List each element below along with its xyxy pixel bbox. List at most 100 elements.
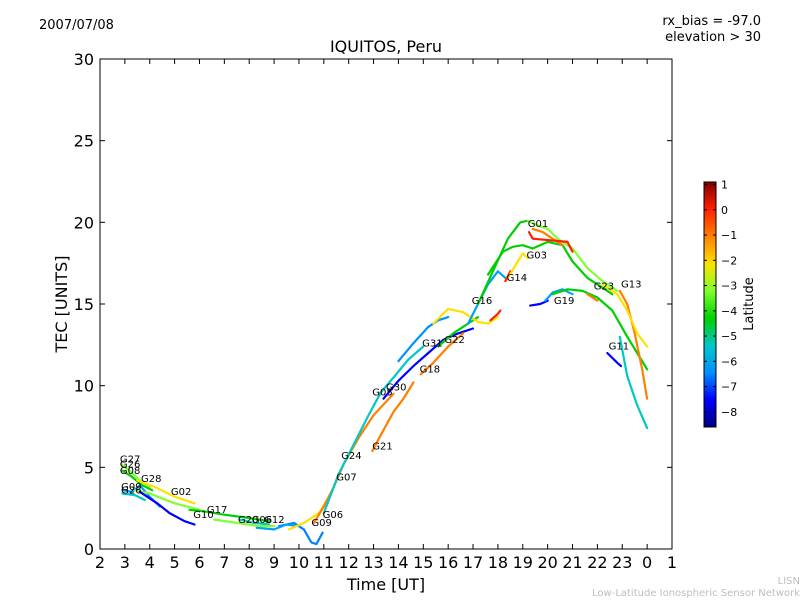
satellite-label-g16: G16 <box>472 296 492 307</box>
satellite-label-g22: G22 <box>444 335 464 346</box>
chart-title: IQUITOS, Peru <box>330 37 442 56</box>
series-g23b <box>586 293 599 302</box>
colorbar-tick-label: 1 <box>721 179 728 192</box>
series-g31 <box>397 316 450 363</box>
y-tick-label: 30 <box>74 50 94 69</box>
series-g30 <box>382 327 475 400</box>
y-tick-label: 25 <box>74 132 94 151</box>
x-tick-label: 21 <box>562 553 582 572</box>
series-g12 <box>213 518 276 528</box>
series-g10 <box>138 490 196 526</box>
x-tick-label: 1 <box>667 553 677 572</box>
x-tick-label: 19 <box>513 553 533 572</box>
satellite-label-g10: G10 <box>193 510 213 521</box>
satellite-label-g26: G26 <box>121 486 141 497</box>
x-tick-label: 8 <box>244 553 254 572</box>
satellite-label-g03: G03 <box>527 250 547 261</box>
x-tick-label: 2 <box>95 553 105 572</box>
satellite-label-g14: G14 <box>507 273 527 284</box>
series-g03 <box>506 252 529 279</box>
series-g22 <box>437 316 480 348</box>
x-tick-label: 4 <box>145 553 155 572</box>
series-g26 <box>121 492 146 502</box>
colorbar-tick-label: −2 <box>721 254 737 267</box>
x-axis-ticks: 2 3 4 5 6 7 8 9 10 11 12 13 14 15 16 17 18 19 20 21 22 23 0 1 <box>95 59 677 572</box>
y-tick-label: 20 <box>74 213 94 232</box>
satellite-label-g11: G11 <box>609 342 629 353</box>
satellite-label-g12: G12 <box>264 515 284 526</box>
satellite-label-g01: G01 <box>528 219 548 230</box>
colorbar <box>703 181 717 428</box>
series-g11 <box>606 351 623 368</box>
series-g23 <box>551 288 649 371</box>
satellite-label-g23: G23 <box>594 281 614 292</box>
series-g19b <box>544 288 574 302</box>
y-tick-label: 0 <box>84 540 94 559</box>
rx-bias-label: rx_bias = -97.0 <box>662 14 761 29</box>
series-g17 <box>188 508 271 523</box>
org-long-label: Low-Latitude Ionospheric Sensor Network <box>592 588 800 599</box>
series-g13 <box>618 289 649 400</box>
satellite-label-g18: G18 <box>420 365 440 376</box>
satellite-label-g30: G30 <box>386 383 406 394</box>
satellite-label-g13: G13 <box>621 280 641 291</box>
series-g16b <box>489 309 502 322</box>
satellite-label-g09: G09 <box>311 518 331 529</box>
satellite-label-g21: G21 <box>372 441 392 452</box>
elevation-label: elevation > 30 <box>665 30 761 45</box>
satellite-label-g07: G07 <box>336 472 356 483</box>
y-tick-label: 5 <box>84 458 94 477</box>
series-g09b <box>255 523 301 531</box>
x-tick-label: 15 <box>413 553 433 572</box>
colorbar-tick-label: −4 <box>721 305 737 318</box>
colorbar-tick-label: 0 <box>721 204 728 217</box>
series-g01b <box>526 219 619 292</box>
x-tick-label: 22 <box>587 553 607 572</box>
satellite-label-g28: G28 <box>141 474 161 485</box>
series-g01 <box>476 219 529 306</box>
y-axis-label: TEC [UNITS] <box>52 256 71 354</box>
x-tick-label: 0 <box>642 553 652 572</box>
satellite-label-g06: G06 <box>323 510 343 521</box>
satellite-label-g27: G27 <box>120 454 140 465</box>
colorbar-ticks: 1 0 −1 −2 −3 −4 −5 −6 −7 −8 <box>704 179 737 419</box>
series-g01d <box>527 231 574 253</box>
satellite-label-g24: G24 <box>341 451 361 462</box>
series-g03b <box>486 240 614 296</box>
satellite-label-g09: G09 <box>121 482 141 493</box>
series-g18 <box>419 332 465 376</box>
series-g20 <box>238 518 271 526</box>
org-short-label: LISN <box>777 576 800 587</box>
colorbar-tick-label: −6 <box>721 355 737 368</box>
x-tick-label: 13 <box>363 553 383 572</box>
x-tick-label: 10 <box>289 553 309 572</box>
satellite-label-g05: G05 <box>372 388 392 399</box>
x-tick-label: 14 <box>388 553 408 572</box>
series-g02 <box>133 489 201 511</box>
satellite-label-g26: G26 <box>120 459 140 470</box>
x-tick-label: 20 <box>537 553 557 572</box>
x-axis-label: Time [UT] <box>346 575 425 594</box>
x-tick-label: 23 <box>612 553 632 572</box>
satellite-label-g17: G17 <box>207 505 227 516</box>
x-tick-label: 5 <box>170 553 180 572</box>
series-g11b <box>618 335 649 430</box>
y-tick-label: 10 <box>74 377 94 396</box>
series-layer <box>119 219 649 546</box>
satellite-label-g08: G08 <box>120 466 140 477</box>
plot-frame <box>99 58 673 550</box>
x-tick-label: 17 <box>463 553 483 572</box>
series-g16 <box>432 307 499 325</box>
x-tick-label: 7 <box>219 553 229 572</box>
colorbar-tick-label: −1 <box>721 229 737 242</box>
y-axis-ticks: 0 5 10 15 20 25 30 <box>74 50 672 559</box>
satellite-label-g20: G20 <box>238 515 258 526</box>
colorbar-tick-label: −3 <box>721 280 737 293</box>
colorbar-tick-label: −7 <box>721 381 737 394</box>
satellite-label-g31: G31 <box>422 339 442 350</box>
series-g13b <box>601 283 649 348</box>
satellite-label-g06: G06 <box>252 515 272 526</box>
x-tick-label: 11 <box>314 553 334 572</box>
